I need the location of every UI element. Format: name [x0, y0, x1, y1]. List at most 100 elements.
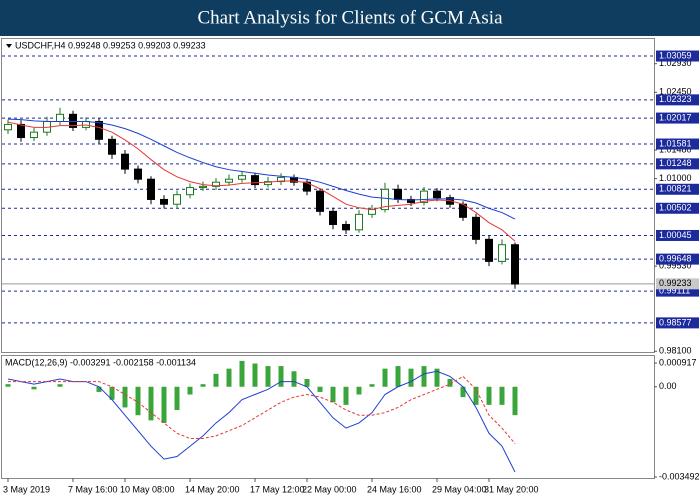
histogram-bar [486, 386, 492, 405]
histogram-bar [395, 366, 401, 387]
histogram-bar [356, 386, 362, 395]
candle-body [394, 188, 402, 200]
histogram-bar [122, 386, 128, 408]
candle-body [225, 178, 233, 183]
y-tick-label: 1.02930 [659, 58, 692, 68]
y-tick-label: 0.98100 [659, 346, 692, 356]
price-header: USDCHF,H4 0.99248 0.99253 0.99203 0.9923… [15, 40, 206, 50]
candle-body [433, 190, 441, 199]
candle-body [511, 244, 519, 285]
candle-body [30, 131, 38, 139]
candle-body [264, 181, 272, 186]
histogram-bar [382, 368, 388, 387]
histogram-bar [343, 386, 349, 405]
histogram-bar [213, 373, 219, 387]
y-tick-label: 0.99530 [659, 261, 692, 271]
candle-body [316, 190, 324, 212]
histogram-bar [226, 368, 232, 387]
current-price-label: 0.99233 [659, 278, 692, 288]
level-label: 1.03059 [659, 50, 692, 60]
indicator-line [8, 375, 516, 444]
candle-body [368, 209, 376, 215]
histogram-bar [161, 386, 167, 423]
candle-body [82, 120, 90, 128]
level-box [656, 285, 699, 297]
level-box [656, 112, 699, 124]
histogram-bar [278, 366, 284, 387]
level-box [656, 183, 699, 195]
x-tick-label: 7 May 16:00 [68, 484, 118, 494]
histogram-bar [304, 379, 310, 387]
macd-header: MACD(12,26,9) -0.003291 -0.002158 -0.001… [5, 357, 196, 367]
candle-body [303, 181, 311, 192]
level-label: 1.02323 [659, 94, 692, 104]
y-tick-label: 0.000917 [659, 357, 697, 367]
candle-body [108, 138, 116, 155]
histogram-bar [291, 371, 297, 387]
x-tick-label: 24 May 16:00 [367, 484, 422, 494]
histogram-bar [512, 386, 518, 416]
macd-panel [1, 355, 655, 479]
level-box [656, 50, 699, 62]
histogram-bar [96, 386, 102, 392]
histogram-bar [265, 366, 271, 387]
histogram-bar [57, 384, 63, 387]
histogram-bar [330, 386, 336, 403]
candle-body [485, 238, 493, 262]
level-box [656, 94, 699, 106]
x-tick-label: 14 May 20:00 [185, 484, 240, 494]
candle-body [407, 198, 415, 203]
histogram-bar [317, 386, 323, 392]
histogram-bar [473, 386, 479, 405]
candle-body [199, 185, 207, 189]
histogram-bar [200, 384, 206, 387]
candle-body [420, 190, 428, 203]
candle-body [17, 123, 25, 139]
histogram-bar [460, 386, 466, 398]
histogram-bar [447, 379, 453, 387]
candle-body [121, 153, 129, 170]
candle-body [147, 178, 155, 200]
histogram-bar [135, 386, 141, 416]
histogram-bar [434, 368, 440, 387]
histogram-bar [187, 386, 193, 395]
candle-body [342, 223, 350, 231]
level-label: 1.01581 [659, 138, 692, 148]
histogram-bar [499, 386, 505, 405]
candle-body [95, 120, 103, 140]
indicator-line [7, 118, 516, 220]
x-tick-label: 17 May 12:00 [250, 484, 305, 494]
histogram-bar [174, 386, 180, 411]
candle-body [277, 176, 285, 183]
candle-body [329, 210, 337, 225]
level-box [656, 158, 699, 170]
x-tick-label: 31 May 20:00 [484, 484, 539, 494]
candle-body [238, 175, 246, 180]
candle-body [69, 113, 77, 128]
histogram-bar [5, 384, 11, 387]
chart-title: Chart Analysis for Clients of GCM Asia [197, 7, 503, 28]
level-label: 1.00821 [659, 184, 692, 194]
x-tick-label: 22 May 00:00 [302, 484, 357, 494]
y-tick-label: -0.003492 [659, 471, 700, 481]
candle-body [498, 244, 506, 262]
candle-body [472, 216, 480, 240]
candle-body [4, 123, 12, 131]
candle-body [160, 198, 168, 205]
y-tick-label: 0.00 [659, 381, 677, 391]
level-label: 1.02017 [659, 112, 692, 122]
y-tick-label: 1.02450 [659, 87, 692, 97]
level-label: 0.98577 [659, 317, 692, 327]
candle-body [251, 175, 259, 186]
level-label: 1.00502 [659, 203, 692, 213]
histogram-bar [239, 360, 245, 387]
indicator-line [7, 121, 516, 242]
level-box [656, 229, 699, 241]
y-tick-label: 1.01000 [659, 173, 692, 183]
panel-arrow [6, 44, 12, 48]
histogram-bar [148, 386, 154, 421]
level-box [656, 202, 699, 214]
candle-body [381, 188, 389, 211]
title-bar [0, 0, 700, 36]
